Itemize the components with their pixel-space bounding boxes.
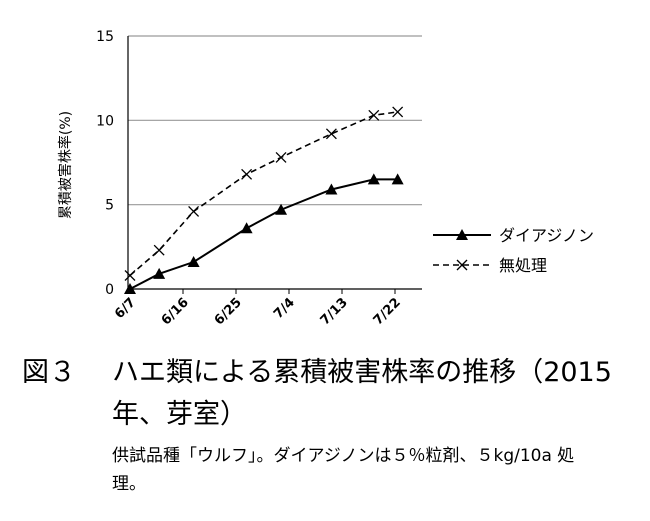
series-line xyxy=(129,178,398,290)
legend-entry: ダイアジノン xyxy=(433,226,594,245)
marker-stroke xyxy=(153,244,165,256)
y-axis-label: 累積被害株率(%) xyxy=(57,111,74,219)
data-point-triangle xyxy=(124,283,136,294)
x-tick-label: 6/7 xyxy=(112,295,139,322)
axes xyxy=(127,36,422,294)
marker-stroke xyxy=(368,109,380,121)
data-point-triangle xyxy=(187,256,200,268)
marker-stroke xyxy=(325,128,337,140)
x-tick-label: 7/13 xyxy=(318,295,351,328)
y-tick-labels: 0 5 10 15 xyxy=(96,29,114,298)
series xyxy=(124,106,404,294)
marker-stroke xyxy=(392,106,404,118)
data-point-triangle xyxy=(240,222,253,234)
data-point-x xyxy=(275,151,287,163)
data-point-x xyxy=(188,205,200,217)
data-point-x xyxy=(241,168,253,180)
data-point-x xyxy=(325,128,337,140)
x-tick-labels: 6/7 6/16 6/25 7/4 7/13 7/22 xyxy=(112,295,404,328)
legend-label: 無処理 xyxy=(499,256,547,275)
data-point-triangle xyxy=(325,183,338,195)
grid-lines xyxy=(128,35,422,206)
data-point-triangle xyxy=(275,203,288,215)
x-tick-label: 7/22 xyxy=(371,295,404,328)
caption-title-line-1: 図３ ハエ類による累積被害株率の推移（2015 xyxy=(22,352,622,394)
figure-number: 図３ xyxy=(22,357,76,388)
marker-stroke xyxy=(456,259,468,271)
y-tick-label: 15 xyxy=(96,29,114,45)
y-tick-label: 10 xyxy=(96,113,114,129)
x-tick-label: 6/16 xyxy=(159,295,192,328)
data-point-x xyxy=(368,109,380,121)
series-0 xyxy=(124,173,404,294)
marker-stroke xyxy=(241,168,253,180)
data-point-triangle xyxy=(391,173,404,185)
data-point-x xyxy=(153,244,165,256)
caption-title-line-2: 年、芽室） xyxy=(112,399,247,430)
marker-stroke xyxy=(124,270,136,281)
data-point-x xyxy=(456,259,468,271)
legend-entry: 無処理 xyxy=(433,256,547,275)
legend-label: ダイアジノン xyxy=(499,226,594,245)
figure-caption: 図３ ハエ類による累積被害株率の推移（2015 年、芽室） 供試品種「ウルフ」。ダ… xyxy=(22,352,622,498)
marker-stroke xyxy=(275,151,287,163)
marker-stroke xyxy=(188,205,200,217)
data-point-triangle xyxy=(153,267,166,279)
x-tick-label: 7/4 xyxy=(271,295,298,322)
data-point-x xyxy=(392,106,404,118)
y-tick-label: 0 xyxy=(105,282,114,298)
y-tick-label: 5 xyxy=(105,198,114,214)
series-line xyxy=(129,111,398,277)
x-tick-label: 6/25 xyxy=(212,295,245,328)
caption-title: ハエ類による累積被害株率の推移（2015 xyxy=(112,357,612,388)
data-point-triangle xyxy=(456,229,468,240)
caption-note: 供試品種「ウルフ」。ダイアジノンは５％粒剤、５kg/10a 処理。 xyxy=(112,446,575,494)
series-1 xyxy=(124,106,404,281)
data-point-x xyxy=(124,270,136,281)
data-point-triangle xyxy=(367,173,380,185)
